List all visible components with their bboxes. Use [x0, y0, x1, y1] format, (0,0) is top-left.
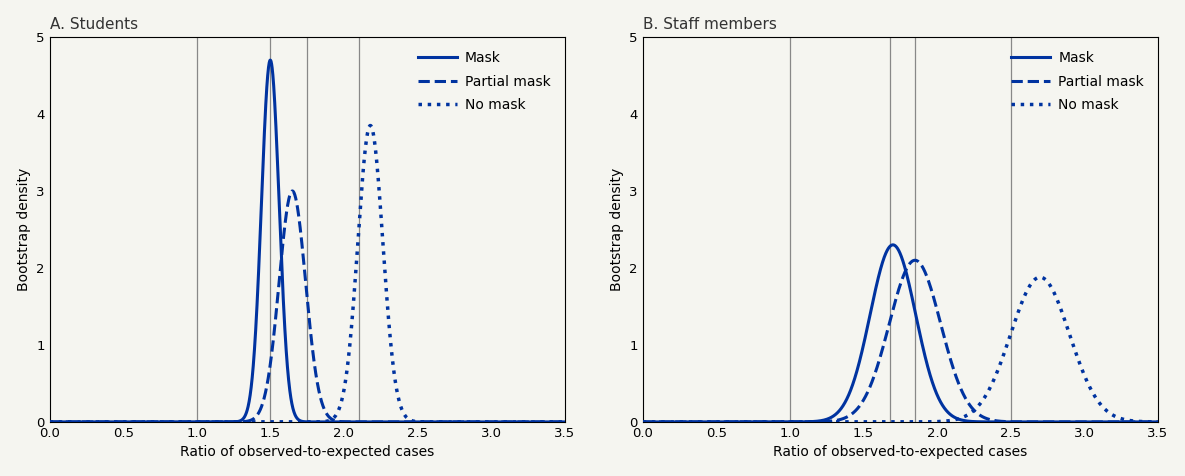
- Line: Partial mask: Partial mask: [50, 191, 564, 422]
- Partial mask: [635, 419, 649, 425]
- Mask: [1151, 419, 1165, 425]
- X-axis label: Ratio of observed-to-expected cases: Ratio of observed-to-expected cases: [180, 446, 434, 459]
- No mask: [557, 419, 571, 425]
- Mask: [694, 419, 709, 425]
- Partial mask: [101, 419, 115, 425]
- Mask: [833, 407, 847, 413]
- Line: No mask: No mask: [50, 126, 564, 422]
- X-axis label: Ratio of observed-to-expected cases: Ratio of observed-to-expected cases: [773, 446, 1027, 459]
- Y-axis label: Bootstrap density: Bootstrap density: [17, 168, 31, 291]
- Text: A. Students: A. Students: [50, 17, 137, 32]
- Text: B. Staff members: B. Staff members: [642, 17, 776, 32]
- No mask: [856, 419, 870, 425]
- No mask: [1151, 419, 1165, 425]
- Mask: [725, 419, 739, 425]
- Line: No mask: No mask: [642, 277, 1158, 422]
- Mask: [132, 419, 146, 425]
- No mask: [1033, 274, 1048, 280]
- No mask: [725, 419, 739, 425]
- Y-axis label: Bootstrap density: Bootstrap density: [610, 168, 623, 291]
- Mask: [492, 419, 506, 425]
- No mask: [547, 419, 562, 425]
- Partial mask: [1151, 419, 1165, 425]
- No mask: [694, 419, 709, 425]
- Partial mask: [725, 419, 739, 425]
- Line: Mask: Mask: [642, 245, 1158, 422]
- No mask: [1141, 419, 1155, 425]
- Partial mask: [557, 419, 571, 425]
- Mask: [547, 419, 562, 425]
- Line: Partial mask: Partial mask: [642, 260, 1158, 422]
- Partial mask: [1085, 419, 1100, 425]
- Mask: [262, 59, 276, 65]
- Partial mask: [1141, 419, 1155, 425]
- Mask: [1141, 419, 1155, 425]
- Partial mask: [492, 419, 506, 425]
- Line: Mask: Mask: [50, 60, 564, 422]
- Partial mask: [908, 258, 922, 263]
- No mask: [43, 419, 57, 425]
- No mask: [239, 419, 254, 425]
- No mask: [132, 419, 146, 425]
- No mask: [262, 419, 276, 425]
- Partial mask: [694, 419, 709, 425]
- No mask: [1085, 389, 1100, 395]
- Mask: [856, 346, 870, 352]
- No mask: [833, 419, 847, 425]
- No mask: [635, 419, 649, 425]
- Partial mask: [43, 419, 57, 425]
- Partial mask: [833, 416, 847, 422]
- Mask: [101, 419, 115, 425]
- Partial mask: [547, 419, 562, 425]
- Mask: [635, 419, 649, 425]
- Mask: [43, 419, 57, 425]
- Legend: Mask, Partial mask, No mask: Mask, Partial mask, No mask: [411, 44, 558, 119]
- Mask: [239, 408, 254, 414]
- Partial mask: [286, 188, 300, 194]
- Mask: [557, 419, 571, 425]
- Mask: [886, 242, 901, 248]
- No mask: [101, 419, 115, 425]
- No mask: [492, 419, 506, 425]
- Legend: Mask, Partial mask, No mask: Mask, Partial mask, No mask: [1004, 44, 1151, 119]
- Partial mask: [262, 368, 276, 374]
- Partial mask: [239, 418, 254, 424]
- Partial mask: [132, 419, 146, 425]
- Mask: [263, 57, 277, 63]
- Mask: [1085, 419, 1100, 425]
- No mask: [364, 123, 378, 129]
- Partial mask: [856, 399, 870, 405]
